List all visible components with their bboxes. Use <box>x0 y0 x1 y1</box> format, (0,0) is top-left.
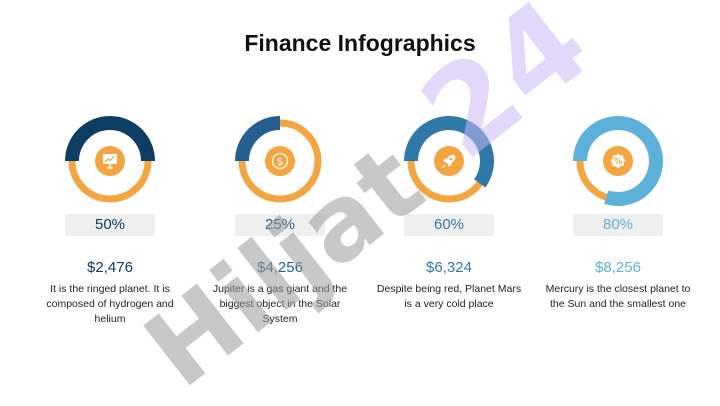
percent-badge-icon: % <box>603 146 633 176</box>
amount-value: $2,476 <box>87 259 133 276</box>
page-title: Finance Infographics <box>244 30 476 56</box>
description-text: Despite being red, Planet Mars is a very… <box>376 283 522 310</box>
percent-label: 25% <box>235 214 325 236</box>
description-text: Jupiter is a gas giant and the biggest o… <box>212 283 348 325</box>
progress-ring-1 <box>65 116 155 203</box>
progress-ring-2 <box>235 116 322 203</box>
presentation-board-icon <box>95 146 125 176</box>
progress-arc <box>65 116 155 162</box>
svg-text:%: % <box>614 157 623 167</box>
progress-arc <box>404 116 494 188</box>
percent-label: 60% <box>404 214 494 236</box>
progress-arc <box>235 116 281 162</box>
amount-value: $8,256 <box>595 259 641 276</box>
description-text: It is the ringed planet. It is composed … <box>46 283 174 325</box>
progress-ring-4 <box>573 116 663 206</box>
amount-value: $6,324 <box>426 259 472 276</box>
percent-label: 50% <box>65 214 155 236</box>
percent-label: 80% <box>573 214 663 236</box>
description-text: Mercury is the closest planet to the Sun… <box>545 283 691 310</box>
amount-value: $4,256 <box>257 259 303 276</box>
progress-ring-3 <box>404 116 494 203</box>
svg-text:$: $ <box>277 155 284 168</box>
dollar-coin-icon: $ <box>265 146 295 176</box>
progress-arc <box>573 116 663 206</box>
rocket-icon <box>434 146 464 176</box>
